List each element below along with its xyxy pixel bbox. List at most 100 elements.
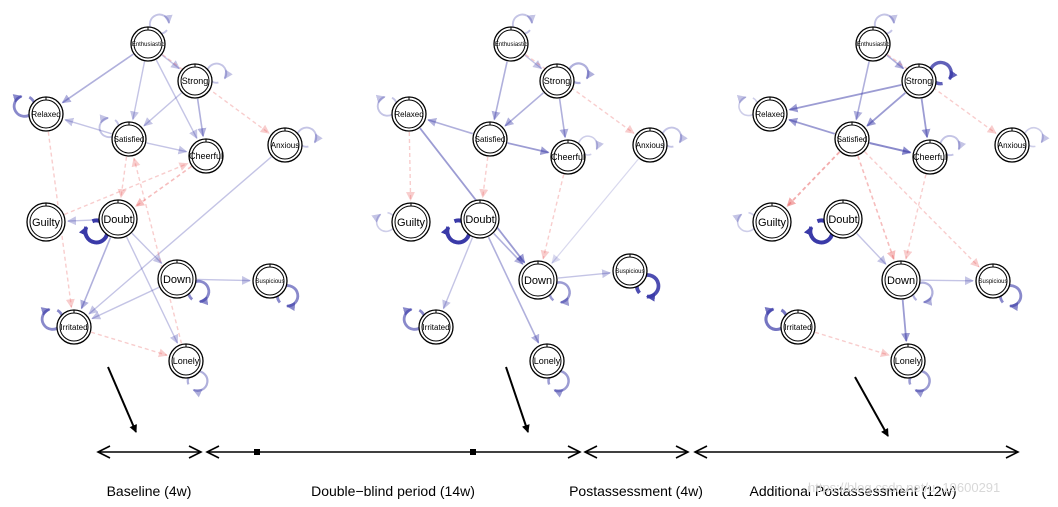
edge-enthusiastic-to-satisfied: [130, 61, 146, 121]
edge-guilty-to-cheerful: [64, 162, 189, 216]
node-enthusiastic: Enthusiastic: [130, 26, 166, 62]
node-satisfied: Satisfied: [472, 121, 508, 157]
node-label: Strong: [544, 76, 571, 86]
node-cheerful: Cheerful: [912, 139, 948, 175]
edge-enthusiastic-to-strong: [524, 54, 543, 70]
node-label: Strong: [182, 76, 209, 86]
edge-strong-to-relaxed: [788, 84, 902, 113]
node-strong: Strong: [901, 63, 937, 99]
node-label: Enthusiastic: [857, 42, 889, 48]
edge-cheerful-to-down: [903, 174, 927, 260]
network-additional-postassessment: Enthusiastic Strong Relaxed Satisfied Cheerf…: [732, 13, 1050, 398]
node-label: Satisfied: [475, 135, 506, 144]
node-label: Relaxed: [31, 110, 60, 119]
edge-enthusiastic-to-satisfied: [853, 61, 870, 121]
edge-relaxed-to-irritated: [47, 131, 75, 309]
edge-cheerful-to-down: [540, 174, 565, 260]
node-irritated: Irritated: [418, 309, 454, 345]
node-label: Anxious: [998, 141, 1026, 150]
node-down: Down: [518, 260, 558, 300]
timeline-span: [583, 445, 690, 459]
edge-down-to-suspicious: [557, 269, 612, 279]
edge-enthusiastic-to-strong: [886, 54, 905, 70]
node-label: Doubt: [465, 214, 494, 226]
timeline-tick: [470, 449, 476, 455]
edge-satisfied-to-suspicious: [864, 151, 980, 268]
pointer-arrow: [505, 366, 530, 433]
edge-doubt-to-irritated: [442, 237, 474, 310]
edge-doubt-to-irritated: [80, 237, 112, 310]
node-label: Relaxed: [755, 110, 784, 119]
edge-irritated-to-lonely: [90, 331, 168, 358]
edge-relaxed-to-guilty: [405, 131, 415, 201]
edge-satisfied-to-relaxed: [788, 117, 836, 135]
edge-relaxed-to-down: [419, 127, 526, 264]
node-label: Lonely: [895, 356, 922, 366]
edge-strong-to-satisfied: [143, 92, 182, 127]
node-doubt: Doubt: [823, 199, 863, 239]
edge-down-to-suspicious: [920, 276, 974, 286]
edge-doubt-to-lonely: [487, 236, 540, 344]
edge-strong-to-satisfied: [866, 92, 906, 127]
node-label: Suspicious: [255, 279, 284, 285]
node-label: Irritated: [784, 323, 811, 332]
node-satisfied: Satisfied: [834, 121, 870, 157]
edge-doubt-to-lonely: [125, 236, 179, 344]
node-label: Enthusiastic: [495, 42, 527, 48]
node-label: Down: [887, 275, 915, 287]
edge-cheerful-to-doubt: [135, 165, 192, 207]
period-label-4: Additional Postassessment (12w): [750, 483, 957, 499]
edge-strong-to-cheerful: [196, 98, 207, 138]
node-anxious: Anxious: [994, 127, 1030, 163]
node-cheerful: Cheerful: [550, 139, 586, 175]
node-anxious: Anxious: [267, 127, 303, 163]
timeline-span: [205, 445, 582, 459]
node-suspicious: Suspicious: [975, 263, 1011, 299]
node-label: Lonely: [534, 356, 561, 366]
node-relaxed: Relaxed: [752, 96, 788, 132]
node-down: Down: [157, 259, 197, 299]
node-label: Guilty: [32, 217, 61, 229]
edge-anxious-to-irritated: [88, 156, 272, 315]
edge-enthusiastic-to-strong: [161, 54, 181, 70]
node-label: Lonely: [173, 356, 200, 366]
node-guilty: Guilty: [752, 202, 792, 242]
node-label: Down: [524, 275, 552, 287]
node-cheerful: Cheerful: [188, 138, 224, 174]
edge-doubt-to-down: [131, 232, 163, 265]
node-satisfied: Satisfied: [111, 121, 147, 157]
edge-down-to-suspicious: [196, 275, 251, 285]
node-suspicious: Suspicious: [612, 253, 648, 289]
timeline-tick: [254, 449, 260, 455]
node-strong: Strong: [539, 63, 575, 99]
edge-anxious-to-down: [551, 158, 639, 264]
edge-satisfied-to-relaxed: [427, 117, 474, 135]
pointer-arrow: [107, 366, 137, 433]
pointer-arrow: [854, 376, 889, 437]
edge-satisfied-to-cheerful: [146, 142, 188, 155]
node-label: Doubt: [103, 214, 132, 226]
node-lonely: Lonely: [890, 343, 926, 379]
edge-enthusiastic-to-anxious: [162, 54, 270, 134]
timeline: Baseline (4w) Double−blind period (14w) Po…: [96, 366, 1020, 499]
node-lonely: Lonely: [168, 343, 204, 379]
period-label-1: Baseline (4w): [107, 483, 192, 499]
networks-layer: Enthusiastic Strong Relaxed Satisfied Cheerf…: [12, 13, 1050, 398]
node-anxious: Anxious: [632, 127, 668, 163]
edge-doubt-to-guilty: [67, 216, 99, 226]
node-label: Cheerful: [551, 152, 585, 162]
edge-enthusiastic-to-satisfied: [491, 61, 508, 121]
watermark-text: https://blog.csdn.net/u_19600291: [808, 480, 1000, 495]
edge-satisfied-to-cheerful: [869, 142, 912, 156]
node-label: Guilty: [758, 217, 787, 229]
edge-satisfied-to-guilty: [786, 151, 841, 207]
edge-satisfied-to-doubt: [117, 156, 128, 199]
node-suspicious: Suspicious: [252, 263, 288, 299]
edge-doubt-to-down: [856, 233, 887, 265]
edge-enthusiastic-to-relaxed: [61, 53, 134, 104]
node-guilty: Guilty: [26, 202, 66, 242]
node-enthusiastic: Enthusiastic: [855, 26, 891, 62]
node-label: Down: [163, 274, 191, 286]
edge-lonely-to-satisfied: [131, 157, 183, 344]
